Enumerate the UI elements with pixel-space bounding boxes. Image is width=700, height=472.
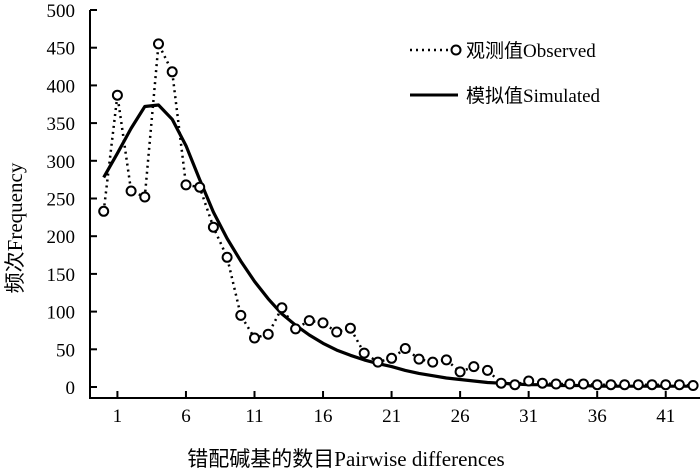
series-observed-point <box>509 379 521 391</box>
series-observed-point <box>578 378 589 390</box>
y-tick-label: 450 <box>47 39 76 60</box>
series-observed-point <box>591 379 603 391</box>
legend: 观测值Observed 模拟值Simulated <box>410 40 601 107</box>
series-observed-point <box>262 328 274 340</box>
series-observed-point <box>98 205 110 217</box>
x-tick-label: 26 <box>451 406 470 427</box>
x-tick-label: 1 <box>113 406 123 427</box>
y-tick-label: 0 <box>66 378 76 399</box>
series-observed-point <box>276 302 288 314</box>
series-observed-point <box>454 366 466 378</box>
series-observed-point <box>673 379 685 391</box>
series-observed-point <box>303 315 315 327</box>
y-tick-label: 500 <box>47 1 76 22</box>
series-observed-point <box>249 332 260 344</box>
series-observed-point <box>536 377 548 389</box>
series-observed-point <box>125 185 137 197</box>
series-observed-point <box>632 379 644 391</box>
series-observed-point <box>646 379 658 391</box>
series-observed-point <box>290 323 302 335</box>
series-observed-point <box>564 378 576 390</box>
series-observed-point <box>235 309 247 321</box>
x-tick-label: 41 <box>656 406 675 427</box>
series-observed-point <box>687 380 699 391</box>
series-observed-point <box>495 377 507 389</box>
series-observed-point <box>386 352 398 364</box>
y-tick-label: 150 <box>47 265 76 286</box>
series-observed-point <box>153 38 164 50</box>
y-axis-label: 频次Frequency <box>3 162 27 293</box>
y-tick-label: 350 <box>47 114 76 135</box>
series-observed-point <box>660 379 672 391</box>
series-observed-point <box>358 347 370 359</box>
x-tick-label: 31 <box>519 406 538 427</box>
series-observed-point <box>221 251 233 263</box>
series-observed-point <box>139 191 151 203</box>
y-tick-label: 300 <box>47 152 76 173</box>
legend-observed-swatch-marker <box>450 44 462 56</box>
legend-simulated-label: 模拟值Simulated <box>466 85 601 107</box>
series-observed-line <box>102 39 694 387</box>
x-tick-label: 11 <box>245 406 263 427</box>
series-observed-point <box>440 354 452 366</box>
series-observed-point <box>413 353 425 365</box>
series-observed-point <box>194 181 206 193</box>
series-simulated-line <box>102 103 694 388</box>
x-tick-label: 16 <box>314 406 333 427</box>
x-tick-label: 36 <box>588 406 607 427</box>
series-observed-point <box>111 89 123 101</box>
series-observed-point <box>317 317 329 329</box>
series-observed-point <box>344 322 356 334</box>
series-observed-point <box>427 356 439 368</box>
y-tick-label: 200 <box>47 227 76 248</box>
series-observed-point <box>619 379 631 391</box>
series-observed-point <box>331 326 343 338</box>
y-tick-label: 400 <box>47 76 76 97</box>
series-observed-point <box>482 364 493 376</box>
series-observed-point <box>207 221 219 233</box>
series-observed-point <box>180 179 192 191</box>
legend-observed-label: 观测值Observed <box>466 40 596 62</box>
series-observed-point <box>468 361 480 373</box>
x-tick-label: 6 <box>181 406 191 427</box>
y-tick-label: 100 <box>47 303 76 324</box>
series-observed-point <box>550 378 562 390</box>
series-observed-point <box>399 343 411 354</box>
x-tick-label: 21 <box>382 406 401 427</box>
y-tick-label: 250 <box>47 190 76 211</box>
x-axis-label: 错配碱基的数目Pairwise differences <box>187 447 504 471</box>
series-observed-point <box>605 379 617 391</box>
series-observed-point <box>166 66 178 78</box>
y-tick-label: 50 <box>56 340 75 361</box>
series-observed-point <box>523 375 535 387</box>
series-observed-point <box>372 356 384 368</box>
